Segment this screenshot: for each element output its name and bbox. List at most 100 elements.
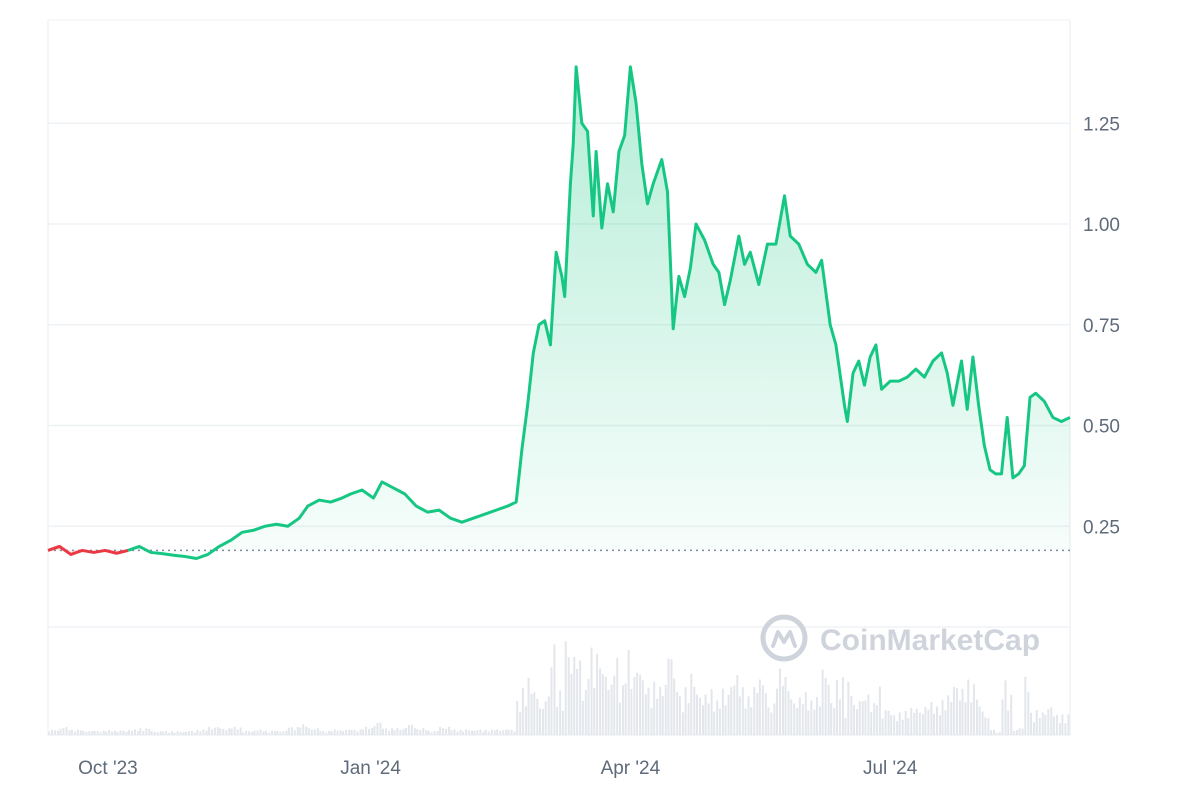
volume-bar [253,730,256,735]
volume-bar [1067,714,1070,735]
volume-bar [990,730,993,735]
volume-bar [764,693,767,735]
volume-bar [416,729,419,735]
volume-bar [264,730,267,735]
volume-bar [245,730,248,735]
volume-bar [425,730,428,735]
volume-bar [225,730,228,735]
volume-bar [1012,731,1015,735]
volume-bar [99,732,102,735]
volume-bar [601,674,604,735]
volume-bar [938,715,941,735]
volume-bar [316,728,319,735]
volume-bar [350,729,353,735]
volume-bar [893,715,896,735]
area-layer [48,66,1070,559]
volume-bar [188,731,191,735]
volume-bar [202,729,205,735]
volume-bar [96,731,99,735]
volume-bar [958,700,961,735]
volume-bar [995,732,998,735]
volume-bar [593,687,596,735]
volume-bar [88,731,91,735]
volume-bar [285,730,288,735]
volume-bar [898,712,901,735]
volume-bar [1061,714,1064,735]
volume-bar [536,698,539,735]
volume-bar [436,731,439,735]
volume-bar [559,690,562,735]
volume-bar [738,696,741,735]
volume-bar [773,703,776,735]
volume-bar [65,726,68,735]
volume-bar [750,707,753,735]
volume-bar [656,698,659,735]
volume-bar [196,729,199,735]
coinmarketcap-logo-icon [760,614,808,662]
volume-bar [975,699,978,735]
volume-bar [207,726,210,735]
volume-bar [681,712,684,735]
volume-bar [890,715,893,735]
volume-bar [758,679,761,735]
volume-bar [887,710,890,735]
volume-bar [484,729,487,735]
volume-bar [156,732,159,735]
volume-bar [673,678,676,735]
volume-bar [607,689,610,735]
volume-bar [362,729,365,735]
volume-bar [1035,710,1038,735]
volume-bar [1044,714,1047,735]
y-tick-label: 1.00 [1083,215,1120,236]
volume-bar [165,731,168,735]
volume-bar [618,702,621,735]
x-tick-label: Jan '24 [340,758,401,779]
volume-bar [356,731,359,735]
volume-bar [282,731,285,735]
volume-bar [964,702,967,735]
price-line-up [127,65,1071,560]
volume-bar [818,706,821,735]
volume-bar [388,730,391,735]
volume-bar [505,729,508,735]
volume-bar [279,731,282,735]
volume-bar [804,692,807,735]
volume-bar [702,705,705,735]
volume-bar [273,731,276,735]
volume-bar [133,729,136,735]
volume-bar [385,728,388,735]
volume-bar [219,728,222,735]
volume-bar [499,730,502,735]
volume-bar [1018,728,1021,735]
volume-bar [904,711,907,735]
price-line-down [47,544,129,556]
volume-bar [122,730,125,735]
volume-bar [941,700,944,735]
volume-bar [382,728,385,735]
volume-bar [1021,728,1024,735]
volume-bar [510,729,513,735]
volume-bar [613,675,616,735]
volume-bar [796,707,799,735]
volume-bar [599,668,602,735]
volume-bar [684,687,687,735]
volume-bar [927,709,930,735]
volume-bar [875,705,878,735]
volume-bar [650,707,653,735]
volume-bar [542,709,545,735]
volume-bar [248,731,251,735]
volume-bar [987,718,990,735]
volume-bar [139,728,142,735]
volume-bar [194,732,197,735]
volume-bar [913,712,916,735]
volume-bar [952,686,955,735]
volume-bar [573,656,576,735]
volume-bar [345,729,348,735]
volume-bar [427,730,430,735]
x-tick-label: Jul '24 [863,758,918,779]
volume-bar [111,731,114,735]
volume-bar [496,729,499,735]
volume-bar [590,647,593,735]
volume-bar [967,679,970,735]
volume-bar [368,728,371,735]
